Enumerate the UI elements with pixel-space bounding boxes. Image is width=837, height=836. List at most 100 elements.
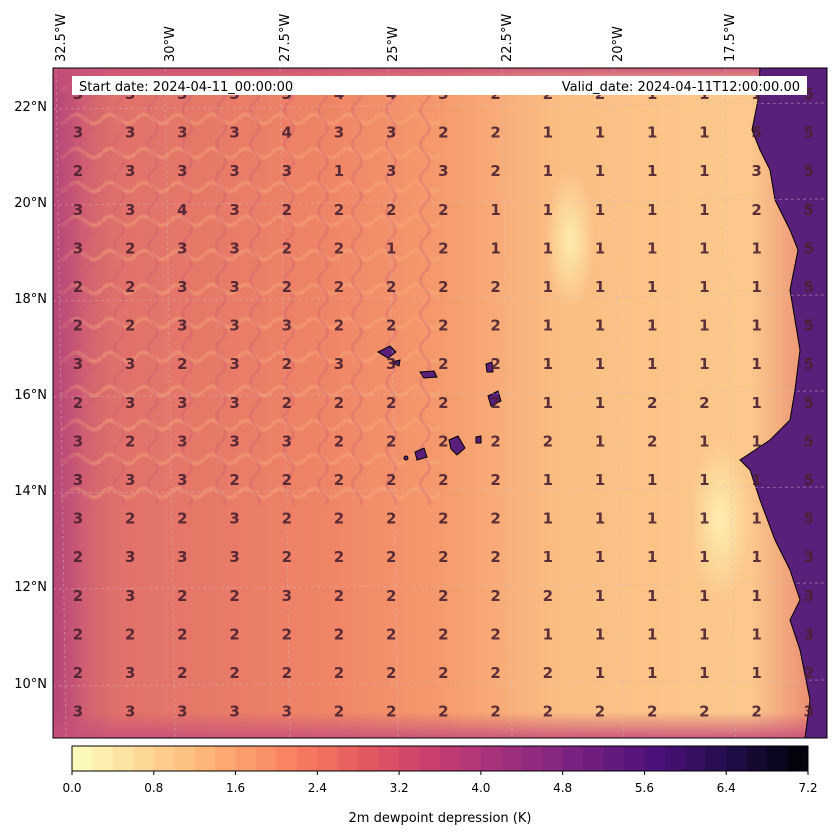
grid-value: 3 (334, 124, 344, 142)
grid-value: 2 (490, 394, 500, 412)
colorbar-bin (133, 746, 155, 771)
grid-value: 2 (647, 394, 657, 412)
grid-value: 3 (125, 703, 135, 721)
colorbar-bin (112, 746, 134, 771)
grid-value: 2 (438, 432, 448, 450)
grid-value: 3 (177, 703, 187, 721)
grid-value: 3 (125, 162, 135, 180)
grid-value: 5 (804, 317, 814, 335)
grid-value: 1 (699, 162, 709, 180)
grid-value: 3 (386, 124, 396, 142)
grid-value: 3 (177, 317, 187, 335)
grid-value: 2 (386, 548, 396, 566)
colorbar-bin (194, 746, 216, 771)
bright-streak (545, 170, 595, 310)
grid-value: 3 (386, 162, 396, 180)
grid-value: 1 (699, 664, 709, 682)
colorbar-bin (787, 746, 809, 771)
grid-value: 1 (595, 162, 605, 180)
grid-value: 2 (386, 703, 396, 721)
grid-value: 1 (751, 317, 761, 335)
grid-value: 5 (804, 85, 814, 103)
grid-value: 3 (73, 355, 83, 373)
grid-value: 2 (490, 664, 500, 682)
grid-value: 3 (125, 664, 135, 682)
colorbar-bin (235, 746, 257, 771)
cape-verde-islands (376, 345, 502, 461)
grid-value: 3 (125, 394, 135, 412)
grid-value: 3 (177, 124, 187, 142)
colorbar-bin (358, 746, 380, 771)
grid-value: 3 (73, 239, 83, 257)
colorbar-tick: 4.0 (471, 781, 490, 795)
colorbar-bin (521, 746, 543, 771)
colorbar-bin (440, 746, 461, 771)
grid-value: 2 (595, 703, 605, 721)
grid-value: 2 (282, 664, 292, 682)
grid-value: 1 (334, 162, 344, 180)
grid-value: 3 (73, 703, 83, 721)
grid-value: 5 (804, 510, 814, 528)
grid-value: 3 (804, 703, 814, 721)
grid-value: 1 (647, 278, 657, 296)
grid-value: 3 (177, 548, 187, 566)
grid-value: 3 (282, 703, 292, 721)
header-bar (72, 76, 807, 95)
grid-value: 1 (699, 587, 709, 605)
grid-value: 3 (282, 317, 292, 335)
grid-value: 1 (751, 587, 761, 605)
grid-value: 1 (751, 394, 761, 412)
grid-value: 1 (699, 625, 709, 643)
grid-value: 2 (73, 394, 83, 412)
grid-value: 1 (595, 124, 605, 142)
grid-value: 1 (543, 625, 553, 643)
grid-value: 1 (751, 664, 761, 682)
meridian-line (501, 67, 513, 739)
grid-value: 2 (490, 317, 500, 335)
grid-value: 2 (386, 317, 396, 335)
colorbar-bin (174, 746, 196, 771)
colorbar-tick: 0.8 (144, 781, 163, 795)
grid-value: 2 (490, 432, 500, 450)
grid-value: 2 (438, 625, 448, 643)
colorbar-frame (71, 745, 809, 772)
grid-value: 2 (438, 587, 448, 605)
grid-value: 3 (177, 471, 187, 489)
colorbar-bin (726, 746, 748, 771)
grid-value: 3 (229, 548, 239, 566)
grid-value: 5 (804, 471, 814, 489)
grid-value: 3 (229, 278, 239, 296)
meridian-line (387, 67, 399, 739)
grid-value: 3 (177, 394, 187, 412)
grid-value: 3 (804, 587, 814, 605)
colorbar-tick: 1.6 (226, 781, 245, 795)
latitude-tick: 12°N (14, 580, 47, 595)
grid-value: 3 (125, 355, 135, 373)
grid-value: 1 (751, 625, 761, 643)
colorbar-bin (72, 746, 93, 771)
grid-value: 2 (490, 703, 500, 721)
grid-value: 1 (595, 664, 605, 682)
grid-value: 1 (647, 355, 657, 373)
colorbar-bin (644, 746, 666, 771)
longitude-tick: 32.5°W (54, 14, 69, 62)
meridian-line (164, 67, 176, 739)
grid-value: 2 (125, 510, 135, 528)
grid-value: 2 (73, 664, 83, 682)
colorbar-bin (317, 746, 339, 771)
grid-value: 2 (125, 239, 135, 257)
grid-value: 2 (334, 278, 344, 296)
grid-value: 1 (543, 471, 553, 489)
colorbar-bin (92, 746, 114, 771)
grid-value: 3 (125, 124, 135, 142)
grid-value: 2 (73, 625, 83, 643)
grid-value: 1 (647, 471, 657, 489)
grid-value: 2 (282, 355, 292, 373)
grid-value: 1 (699, 201, 709, 219)
grid-value: 3 (125, 587, 135, 605)
grid-value: 3 (229, 201, 239, 219)
grid-value: 3 (804, 548, 814, 566)
colorbar-bin (603, 746, 625, 771)
grid-value: 1 (699, 278, 709, 296)
